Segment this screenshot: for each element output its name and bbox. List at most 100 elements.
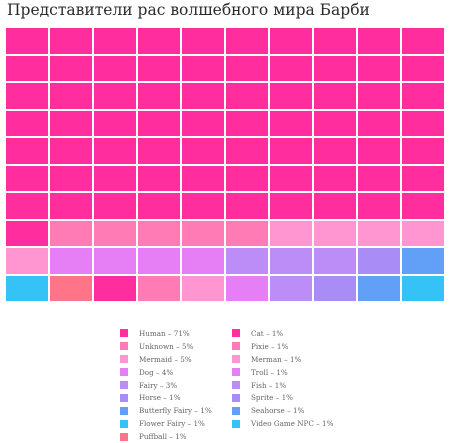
waffle-cell-human bbox=[6, 55, 48, 81]
legend-label: Unknown – 5% bbox=[139, 341, 194, 351]
legend-swatch bbox=[120, 342, 128, 351]
waffle-cell-fairy bbox=[270, 248, 312, 274]
legend-swatch bbox=[232, 329, 240, 338]
waffle-cell-human bbox=[6, 193, 48, 219]
legend-item-butterfly-fairy: Butterfly Fairy – 1% bbox=[120, 404, 232, 417]
waffle-cell-human bbox=[270, 193, 312, 219]
waffle-cell-mermaid bbox=[402, 220, 444, 246]
waffle-cell-human bbox=[226, 55, 268, 81]
waffle-cell-human bbox=[226, 83, 268, 109]
waffle-cell-merman bbox=[182, 275, 224, 301]
legend-item-puffball: Puffball – 1% bbox=[120, 430, 232, 443]
legend-label: Human – 71% bbox=[139, 328, 190, 338]
legend-label: Horse – 1% bbox=[139, 393, 181, 403]
waffle-cell-human bbox=[138, 193, 180, 219]
legend-item-video-game-npc: Video Game NPC – 1% bbox=[232, 417, 360, 430]
waffle-cell-human bbox=[270, 28, 312, 54]
legend-swatch bbox=[232, 368, 240, 377]
legend-item-unknown: Unknown – 5% bbox=[120, 340, 232, 353]
legend-item-mermaid: Mermaid – 5% bbox=[120, 353, 232, 366]
legend-item-flower-fairy: Flower Fairy – 1% bbox=[120, 417, 232, 430]
legend-item-merman: Merman – 1% bbox=[232, 353, 360, 366]
waffle-cell-human bbox=[50, 193, 92, 219]
waffle-cell-mermaid bbox=[314, 220, 356, 246]
waffle-cell-human bbox=[94, 138, 136, 164]
waffle-cell-human bbox=[226, 110, 268, 136]
legend-item-fish: Fish – 1% bbox=[232, 379, 360, 392]
waffle-cell-human bbox=[402, 28, 444, 54]
legend-swatch bbox=[232, 342, 240, 351]
legend-label: Seahorse – 1% bbox=[251, 406, 305, 416]
waffle-cell-human bbox=[270, 83, 312, 109]
legend-label: Butterfly Fairy – 1% bbox=[139, 406, 212, 416]
legend-label: Sprite – 1% bbox=[251, 393, 293, 403]
waffle-cell-human bbox=[94, 110, 136, 136]
legend-swatch bbox=[232, 406, 240, 415]
waffle-cell-human bbox=[270, 55, 312, 81]
waffle-cell-human bbox=[50, 83, 92, 109]
waffle-cell-human bbox=[94, 165, 136, 191]
waffle-cell-human bbox=[182, 83, 224, 109]
waffle-cell-human bbox=[226, 193, 268, 219]
legend-swatch bbox=[120, 406, 128, 415]
waffle-cell-unknown bbox=[94, 220, 136, 246]
legend-label: Video Game NPC – 1% bbox=[251, 419, 334, 429]
legend-label: Troll – 1% bbox=[251, 367, 288, 377]
waffle-cell-human bbox=[314, 193, 356, 219]
waffle-cell-human bbox=[138, 28, 180, 54]
waffle-cell-human bbox=[138, 110, 180, 136]
waffle-cell-human bbox=[50, 55, 92, 81]
legend-item-dog: Dog – 4% bbox=[120, 366, 232, 379]
waffle-cell-human bbox=[314, 138, 356, 164]
waffle-cell-human bbox=[402, 83, 444, 109]
legend-swatch bbox=[120, 381, 128, 389]
legend-swatch bbox=[120, 329, 128, 338]
waffle-cell-human bbox=[314, 110, 356, 136]
waffle-cell-human bbox=[314, 165, 356, 191]
legend-swatch bbox=[232, 355, 240, 364]
legend-swatch bbox=[232, 393, 240, 402]
waffle-cell-human bbox=[138, 138, 180, 164]
waffle-cell-human bbox=[226, 165, 268, 191]
waffle-cell-horse bbox=[358, 248, 400, 274]
waffle-cell-human bbox=[402, 55, 444, 81]
waffle-cell-puffball bbox=[50, 275, 92, 301]
legend-label: Fish – 1% bbox=[251, 380, 287, 390]
waffle-cell-human bbox=[6, 165, 48, 191]
waffle-cell-human bbox=[358, 83, 400, 109]
waffle-cell-human bbox=[358, 193, 400, 219]
waffle-cell-fish bbox=[270, 275, 312, 301]
waffle-cell-human bbox=[182, 55, 224, 81]
waffle-cell-human bbox=[6, 28, 48, 54]
waffle-cell-mermaid bbox=[6, 248, 48, 274]
waffle-cell-human bbox=[6, 110, 48, 136]
waffle-cell-human bbox=[182, 138, 224, 164]
legend-item-horse: Horse – 1% bbox=[120, 391, 232, 404]
waffle-cell-human bbox=[270, 165, 312, 191]
waffle-cell-human bbox=[182, 28, 224, 54]
waffle-cell-fairy bbox=[226, 248, 268, 274]
legend-item-sprite: Sprite – 1% bbox=[232, 391, 360, 404]
waffle-cell-human bbox=[402, 138, 444, 164]
waffle-cell-human bbox=[314, 28, 356, 54]
waffle-cell-sprite bbox=[314, 275, 356, 301]
waffle-cell-pixie bbox=[138, 275, 180, 301]
waffle-cell-human bbox=[94, 83, 136, 109]
waffle-cell-human bbox=[402, 193, 444, 219]
waffle-cell-dog bbox=[94, 248, 136, 274]
legend-swatch bbox=[120, 419, 128, 428]
legend-swatch bbox=[120, 393, 128, 402]
legend-item-seahorse: Seahorse – 1% bbox=[232, 404, 360, 417]
waffle-cell-fairy bbox=[314, 248, 356, 274]
waffle-cell-human bbox=[358, 165, 400, 191]
legend-item-human: Human – 71% bbox=[120, 327, 232, 340]
waffle-cell-human bbox=[94, 28, 136, 54]
waffle-cell-human bbox=[6, 83, 48, 109]
waffle-cell-mermaid bbox=[270, 220, 312, 246]
waffle-cell-human bbox=[182, 110, 224, 136]
waffle-cell-human bbox=[138, 83, 180, 109]
legend-swatch bbox=[120, 355, 128, 364]
waffle-cell-video-game-npc bbox=[402, 275, 444, 301]
waffle-cell-seahorse bbox=[358, 275, 400, 301]
waffle-cell-mermaid bbox=[358, 220, 400, 246]
